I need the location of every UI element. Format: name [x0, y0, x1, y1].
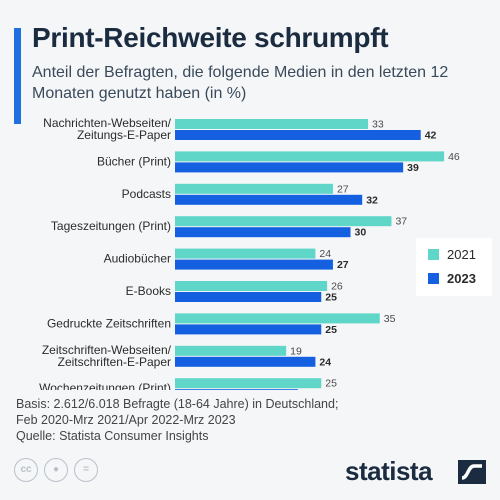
value-label-2021: 46	[448, 151, 460, 163]
brand-logo-text[interactable]: statista	[345, 456, 433, 486]
value-label-2021: 25	[325, 378, 337, 390]
bar-2023	[175, 389, 298, 390]
category-label: Podcasts	[122, 187, 171, 201]
equals-icon[interactable]: =	[74, 458, 98, 482]
bar-2023	[175, 227, 351, 238]
chart-subtitle: Anteil der Befragten, die folgende Medie…	[32, 64, 449, 102]
category-label: Zeitschriften-Webseiten/Zeitschriften-E-…	[42, 343, 172, 369]
bar-chart: Nachrichten-Webseiten/Zeitungs-E-Paper 33…	[39, 116, 460, 390]
legend-item-2021: 2021	[428, 247, 476, 262]
cc-icon[interactable]: cc	[14, 458, 38, 482]
footnote-period: Feb 2020-Mrz 2021/Apr 2022-Mrz 2023	[16, 413, 236, 427]
value-label-2021: 33	[372, 119, 384, 131]
footnote-source: Quelle: Statista Consumer Insights	[16, 429, 209, 443]
bar-2023	[175, 324, 322, 335]
legend: 2021 2023	[416, 238, 492, 296]
accent-bar	[14, 28, 21, 124]
category-label: Gedruckte Zeitschriften	[47, 316, 171, 330]
bar-2021	[175, 313, 380, 324]
bar-2023	[175, 162, 404, 173]
bar-2023	[175, 292, 322, 302]
bar-2021	[175, 378, 322, 389]
bar-2023	[175, 259, 333, 270]
value-label-2023: 25	[325, 292, 337, 304]
value-label-2023: 39	[407, 162, 419, 174]
category-label: E-Books	[126, 284, 171, 298]
bar-2021	[175, 151, 445, 162]
legend-label-2021: 2021	[447, 247, 476, 262]
value-label-2021: 24	[319, 248, 331, 260]
category-label: Bücher (Print)	[97, 154, 171, 168]
value-label-2021: 19	[290, 345, 302, 357]
category-label: Wochenzeitungen (Print)	[39, 381, 171, 390]
bar-2021	[175, 248, 316, 259]
value-label-2023: 27	[337, 259, 349, 271]
bar-2021	[175, 216, 392, 227]
value-label-2023: 21	[302, 389, 314, 390]
footnote-base: Basis: 2.612/6.018 Befragte (18-64 Jahre…	[16, 397, 339, 411]
value-label-2023: 25	[325, 324, 337, 336]
bar-2021	[175, 345, 287, 356]
category-label: Audiobücher	[104, 252, 171, 266]
bar-2021	[175, 183, 333, 194]
footnote: Basis: 2.612/6.018 Befragte (18-64 Jahre…	[16, 396, 456, 444]
license-icons: cc ● =	[14, 458, 104, 482]
category-label: Nachrichten-Webseiten/Zeitungs-E-Paper	[43, 116, 172, 142]
legend-swatch-2023	[428, 273, 439, 284]
value-label-2023: 24	[319, 356, 331, 368]
bar-2021	[175, 281, 328, 291]
legend-swatch-2021	[428, 249, 439, 260]
bar-2023	[175, 356, 316, 367]
value-label-2021: 27	[337, 183, 349, 195]
value-label-2021: 37	[395, 216, 407, 228]
value-label-2021: 26	[331, 281, 343, 293]
person-icon[interactable]: ●	[44, 458, 68, 482]
legend-item-2023: 2023	[428, 271, 476, 286]
bar-2023	[175, 194, 363, 205]
value-label-2023: 42	[425, 130, 437, 142]
category-label: Tageszeitungen (Print)	[51, 219, 171, 233]
legend-label-2023: 2023	[447, 271, 476, 286]
chart-title: Print-Reichweite schrumpft	[32, 22, 389, 53]
value-label-2021: 35	[384, 313, 396, 325]
value-label-2023: 30	[355, 227, 367, 239]
bar-2021	[175, 119, 369, 129]
bar-2023	[175, 130, 421, 140]
statista-logo-icon	[458, 460, 486, 484]
value-label-2023: 32	[366, 194, 378, 206]
